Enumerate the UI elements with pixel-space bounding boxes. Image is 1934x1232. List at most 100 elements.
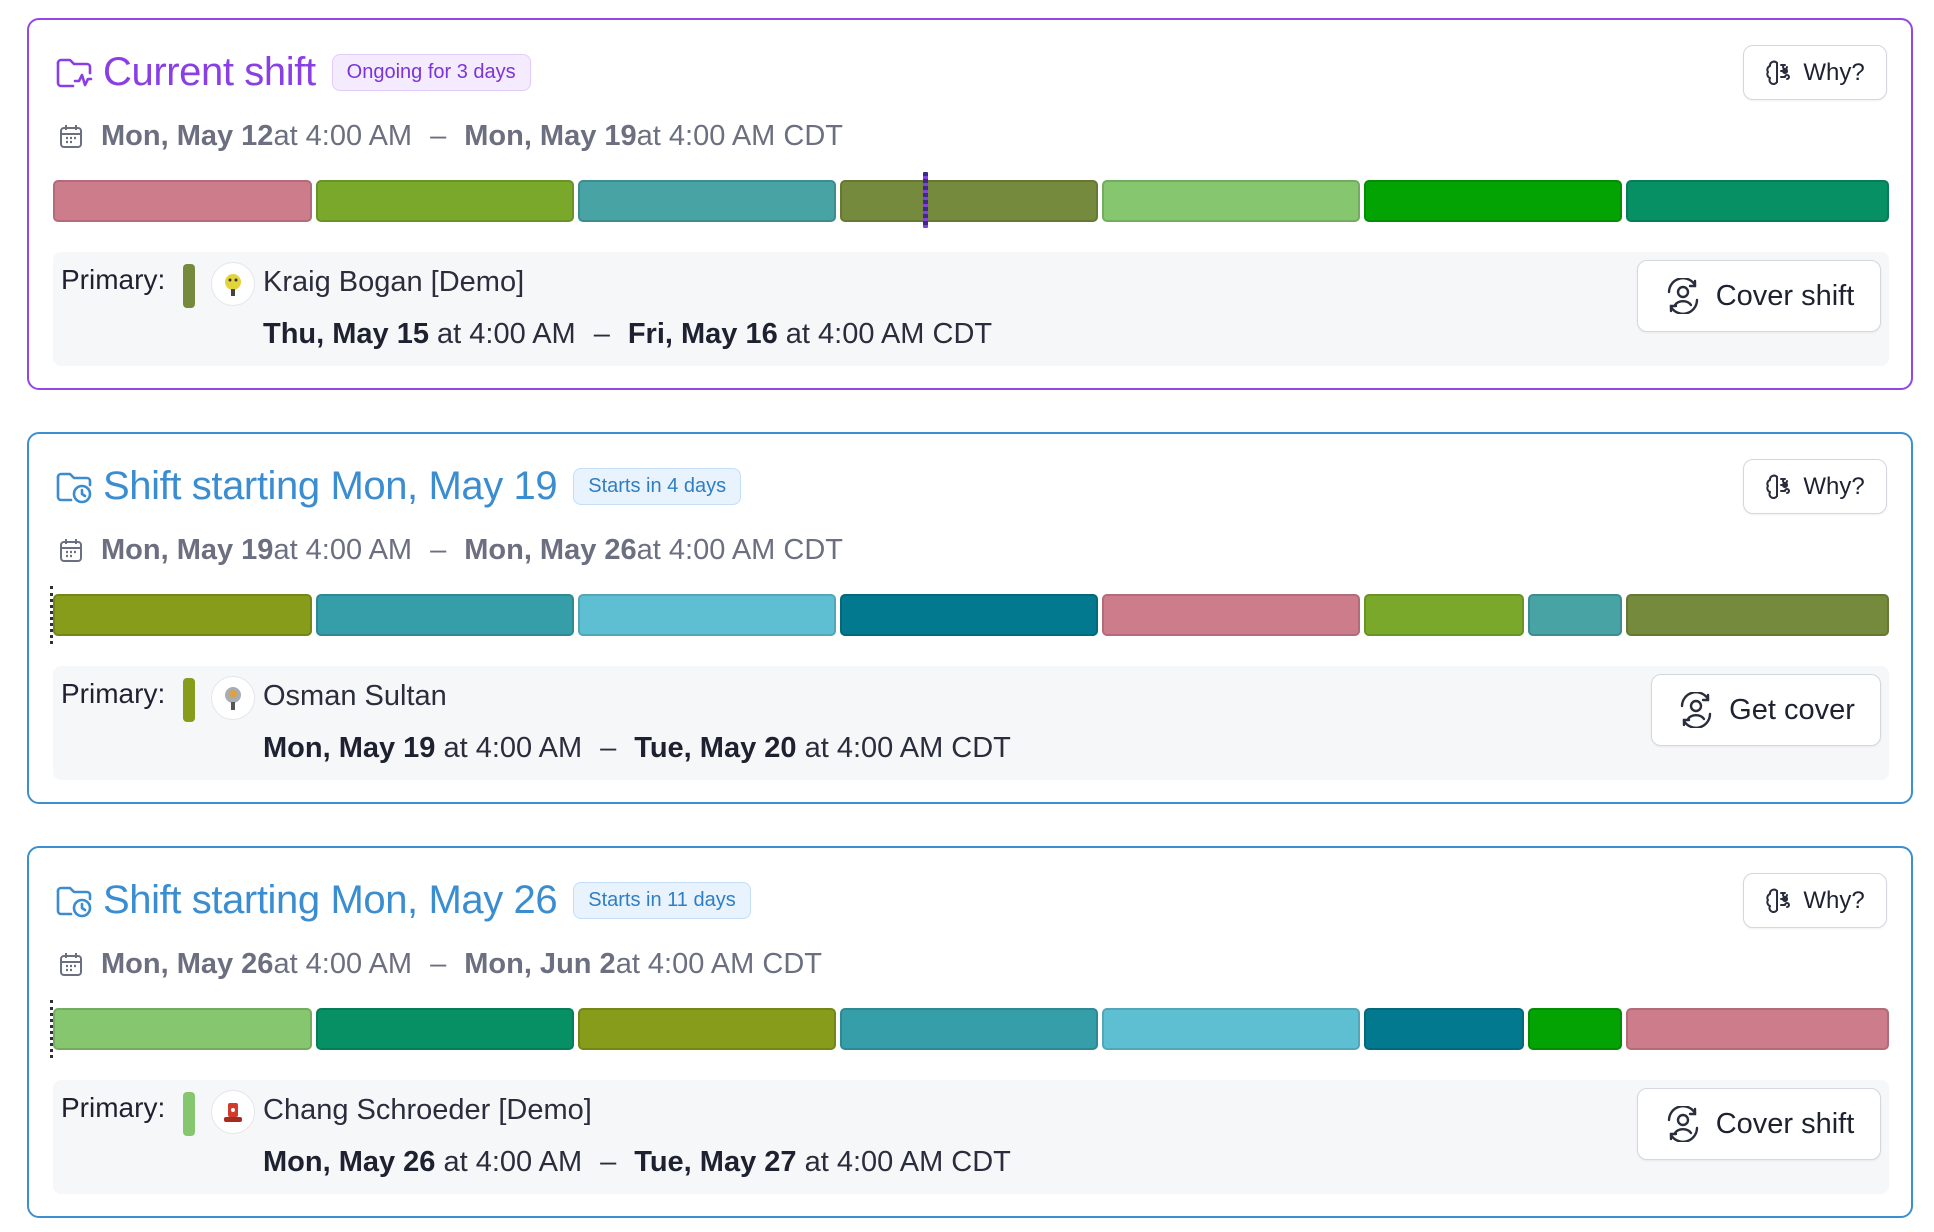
- range-end-time: at 4:00 AM CDT: [636, 534, 843, 566]
- cover-shift-button[interactable]: Cover shift: [1637, 260, 1881, 332]
- assign-start-time: at 4:00 AM: [435, 732, 583, 764]
- timeline-segment[interactable]: [1528, 594, 1622, 636]
- shift-timeline: [50, 586, 1889, 644]
- avatar-icon: [225, 687, 241, 710]
- status-badge: Starts in 11 days: [573, 882, 751, 919]
- timeline-segment[interactable]: [1102, 1008, 1360, 1050]
- range-start-day: Mon, May 19: [101, 534, 274, 566]
- timeline-segment[interactable]: [1626, 1008, 1889, 1050]
- user-swap-icon: [1680, 692, 1712, 728]
- assignee-color-bar: [183, 678, 195, 722]
- why-label: Why?: [1803, 472, 1865, 500]
- timeline-segment[interactable]: [1102, 594, 1360, 636]
- timeline-segment[interactable]: [840, 1008, 1098, 1050]
- range-dash: –: [430, 948, 447, 980]
- range-end-day: Mon, Jun 2: [464, 948, 616, 980]
- assignee-dates: Thu, May 15 at 4:00 AM – Fri, May 16 at 4:…: [263, 318, 992, 351]
- why-button[interactable]: Why?: [1743, 873, 1887, 928]
- timeline-start-line: [50, 1000, 53, 1058]
- folder-activity-icon: [56, 58, 93, 87]
- status-badge: Starts in 4 days: [573, 468, 742, 505]
- range-end-time: at 4:00 AM CDT: [615, 948, 822, 980]
- timeline-segment[interactable]: [578, 1008, 836, 1050]
- brain-icon: [1766, 474, 1791, 499]
- shift-timeline: [53, 172, 1889, 228]
- timeline-segment[interactable]: [1102, 180, 1360, 222]
- user-swap-icon: [1667, 1106, 1698, 1142]
- timeline-segment[interactable]: [1364, 594, 1524, 636]
- avatar: [211, 1090, 255, 1134]
- range-end-day: Mon, May 26: [464, 534, 637, 566]
- action-label: Cover shift: [1715, 1107, 1855, 1140]
- action-label: Cover shift: [1715, 279, 1855, 312]
- range-start-day: Mon, May 12: [101, 120, 274, 152]
- shift-header: Shift starting Mon, May 19 Starts in 4 d…: [55, 464, 742, 509]
- assign-start-time: at 4:00 AM: [435, 1146, 583, 1178]
- assign-end-day: Tue, May 20: [634, 732, 797, 764]
- upcoming-shift-card: Shift starting Mon, May 26 Starts in 11 …: [27, 846, 1913, 1218]
- calendar-icon: [60, 952, 82, 976]
- avatar: [211, 676, 255, 720]
- primary-label: Primary:: [61, 678, 166, 709]
- primary-assignment: Primary: Kraig Bogan [Demo] Thu, May 15 …: [53, 252, 1889, 366]
- current-time-marker: [923, 172, 928, 228]
- primary-label: Primary:: [61, 264, 166, 295]
- avatar: [211, 262, 255, 306]
- assign-end-day: Tue, May 27: [634, 1146, 797, 1178]
- range-end-time: at 4:00 AM CDT: [636, 120, 843, 152]
- why-label: Why?: [1803, 886, 1865, 914]
- shift-timeline: [50, 1000, 1889, 1058]
- range-start-time: at 4:00 AM: [273, 534, 413, 566]
- assignee-name: Osman Sultan: [263, 680, 447, 712]
- primary-assignment: Primary: Osman Sultan Mon, May 19 at 4:0…: [53, 666, 1889, 780]
- assign-dash: –: [600, 1146, 617, 1178]
- timeline-segment[interactable]: [53, 594, 312, 636]
- shift-header: Current shift Ongoing for 3 days: [55, 50, 531, 95]
- range-dash: –: [430, 534, 447, 566]
- calendar-icon: [60, 124, 82, 148]
- timeline-segment[interactable]: [840, 594, 1098, 636]
- timeline-segment[interactable]: [1528, 1008, 1622, 1050]
- range-start-time: at 4:00 AM: [273, 120, 413, 152]
- timeline-segment[interactable]: [316, 594, 574, 636]
- timeline-segment[interactable]: [1364, 180, 1622, 222]
- upcoming-shift-card: Shift starting Mon, May 19 Starts in 4 d…: [27, 432, 1913, 804]
- timeline-segment[interactable]: [316, 180, 574, 222]
- assignee-name: Kraig Bogan [Demo]: [263, 266, 525, 298]
- timeline-segment[interactable]: [840, 180, 1098, 222]
- cover-shift-button[interactable]: Cover shift: [1637, 1088, 1881, 1160]
- user-swap-icon: [1667, 278, 1698, 314]
- why-label: Why?: [1803, 58, 1865, 86]
- avatar-icon: [224, 1103, 242, 1122]
- status-badge: Ongoing for 3 days: [331, 54, 531, 91]
- assign-dash: –: [600, 732, 617, 764]
- range-start-day: Mon, May 26: [101, 948, 274, 980]
- timeline-segment[interactable]: [1626, 594, 1889, 636]
- timeline-start-line: [50, 586, 53, 644]
- assignee-color-bar: [183, 264, 195, 308]
- folder-clock-icon: [56, 472, 92, 503]
- why-button[interactable]: Why?: [1743, 45, 1887, 100]
- assign-dash: –: [593, 318, 610, 350]
- shift-header: Shift starting Mon, May 26 Starts in 11 …: [55, 878, 751, 923]
- range-end-day: Mon, May 19: [464, 120, 637, 152]
- timeline-segment[interactable]: [578, 594, 836, 636]
- shift-title: Shift starting Mon, May 19: [103, 464, 558, 508]
- timeline-segment[interactable]: [578, 180, 836, 222]
- shift-date-range: Mon, May 19 at 4:00 AM – Mon, May 26 at …: [59, 534, 843, 567]
- timeline-segment[interactable]: [53, 180, 312, 222]
- assign-start-day: Thu, May 15: [263, 318, 429, 350]
- primary-assignment: Primary: Chang Schroeder [Demo] Mon, May…: [53, 1080, 1889, 1194]
- why-button[interactable]: Why?: [1743, 459, 1887, 514]
- shift-date-range: Mon, May 12 at 4:00 AM – Mon, May 19 at …: [59, 120, 843, 153]
- get-cover-button[interactable]: Get cover: [1651, 674, 1881, 746]
- timeline-segment[interactable]: [1364, 1008, 1524, 1050]
- avatar-icon: [225, 274, 241, 296]
- action-label: Get cover: [1729, 693, 1855, 726]
- shift-title: Shift starting Mon, May 26: [103, 878, 558, 922]
- primary-label: Primary:: [61, 1092, 166, 1123]
- timeline-segment[interactable]: [316, 1008, 574, 1050]
- assign-end-time: at 4:00 AM CDT: [796, 1146, 1011, 1178]
- timeline-segment[interactable]: [53, 1008, 312, 1050]
- timeline-segment[interactable]: [1626, 180, 1889, 222]
